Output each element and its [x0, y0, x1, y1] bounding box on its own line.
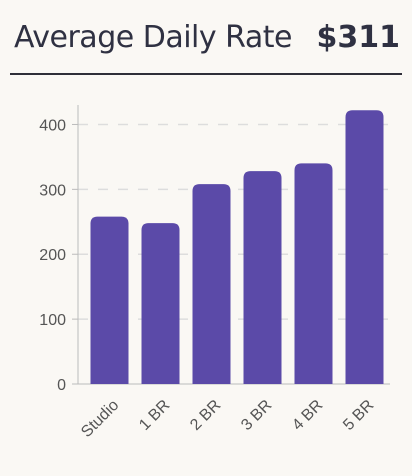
- x-tick-label: 2 BR: [187, 397, 224, 434]
- y-tick-label: 300: [39, 182, 66, 199]
- bar-2-br: [192, 184, 231, 384]
- x-tick-label: 3 BR: [238, 397, 275, 434]
- bar-layer: [90, 110, 384, 384]
- x-tick-label: 1 BR: [136, 397, 173, 434]
- y-tick-label: 200: [39, 247, 66, 264]
- y-tick-labels: 0 100 200 300 400: [39, 117, 66, 394]
- bar-studio: [90, 216, 129, 384]
- x-tick-labels: Studio 1 BR 2 BR 3 BR 4 BR 5 BR: [78, 397, 377, 441]
- bar-3-br: [243, 171, 282, 384]
- bar-5-br: [345, 110, 384, 384]
- grid-layer: [78, 123, 390, 320]
- axis-layer: [72, 105, 390, 385]
- average-daily-rate-value: $311: [316, 20, 401, 55]
- card-header: Average Daily Rate $311: [10, 0, 402, 75]
- y-tick-label: 100: [39, 312, 66, 329]
- y-tick-label: 400: [39, 117, 66, 134]
- bar-1-br: [141, 223, 180, 384]
- x-tick-label: Studio: [78, 397, 122, 441]
- bar-4-br: [294, 163, 333, 384]
- x-tick-label: 5 BR: [340, 397, 377, 434]
- x-tick-label: 4 BR: [289, 397, 326, 434]
- card-title: Average Daily Rate: [14, 20, 292, 55]
- y-tick-label: 0: [57, 377, 66, 394]
